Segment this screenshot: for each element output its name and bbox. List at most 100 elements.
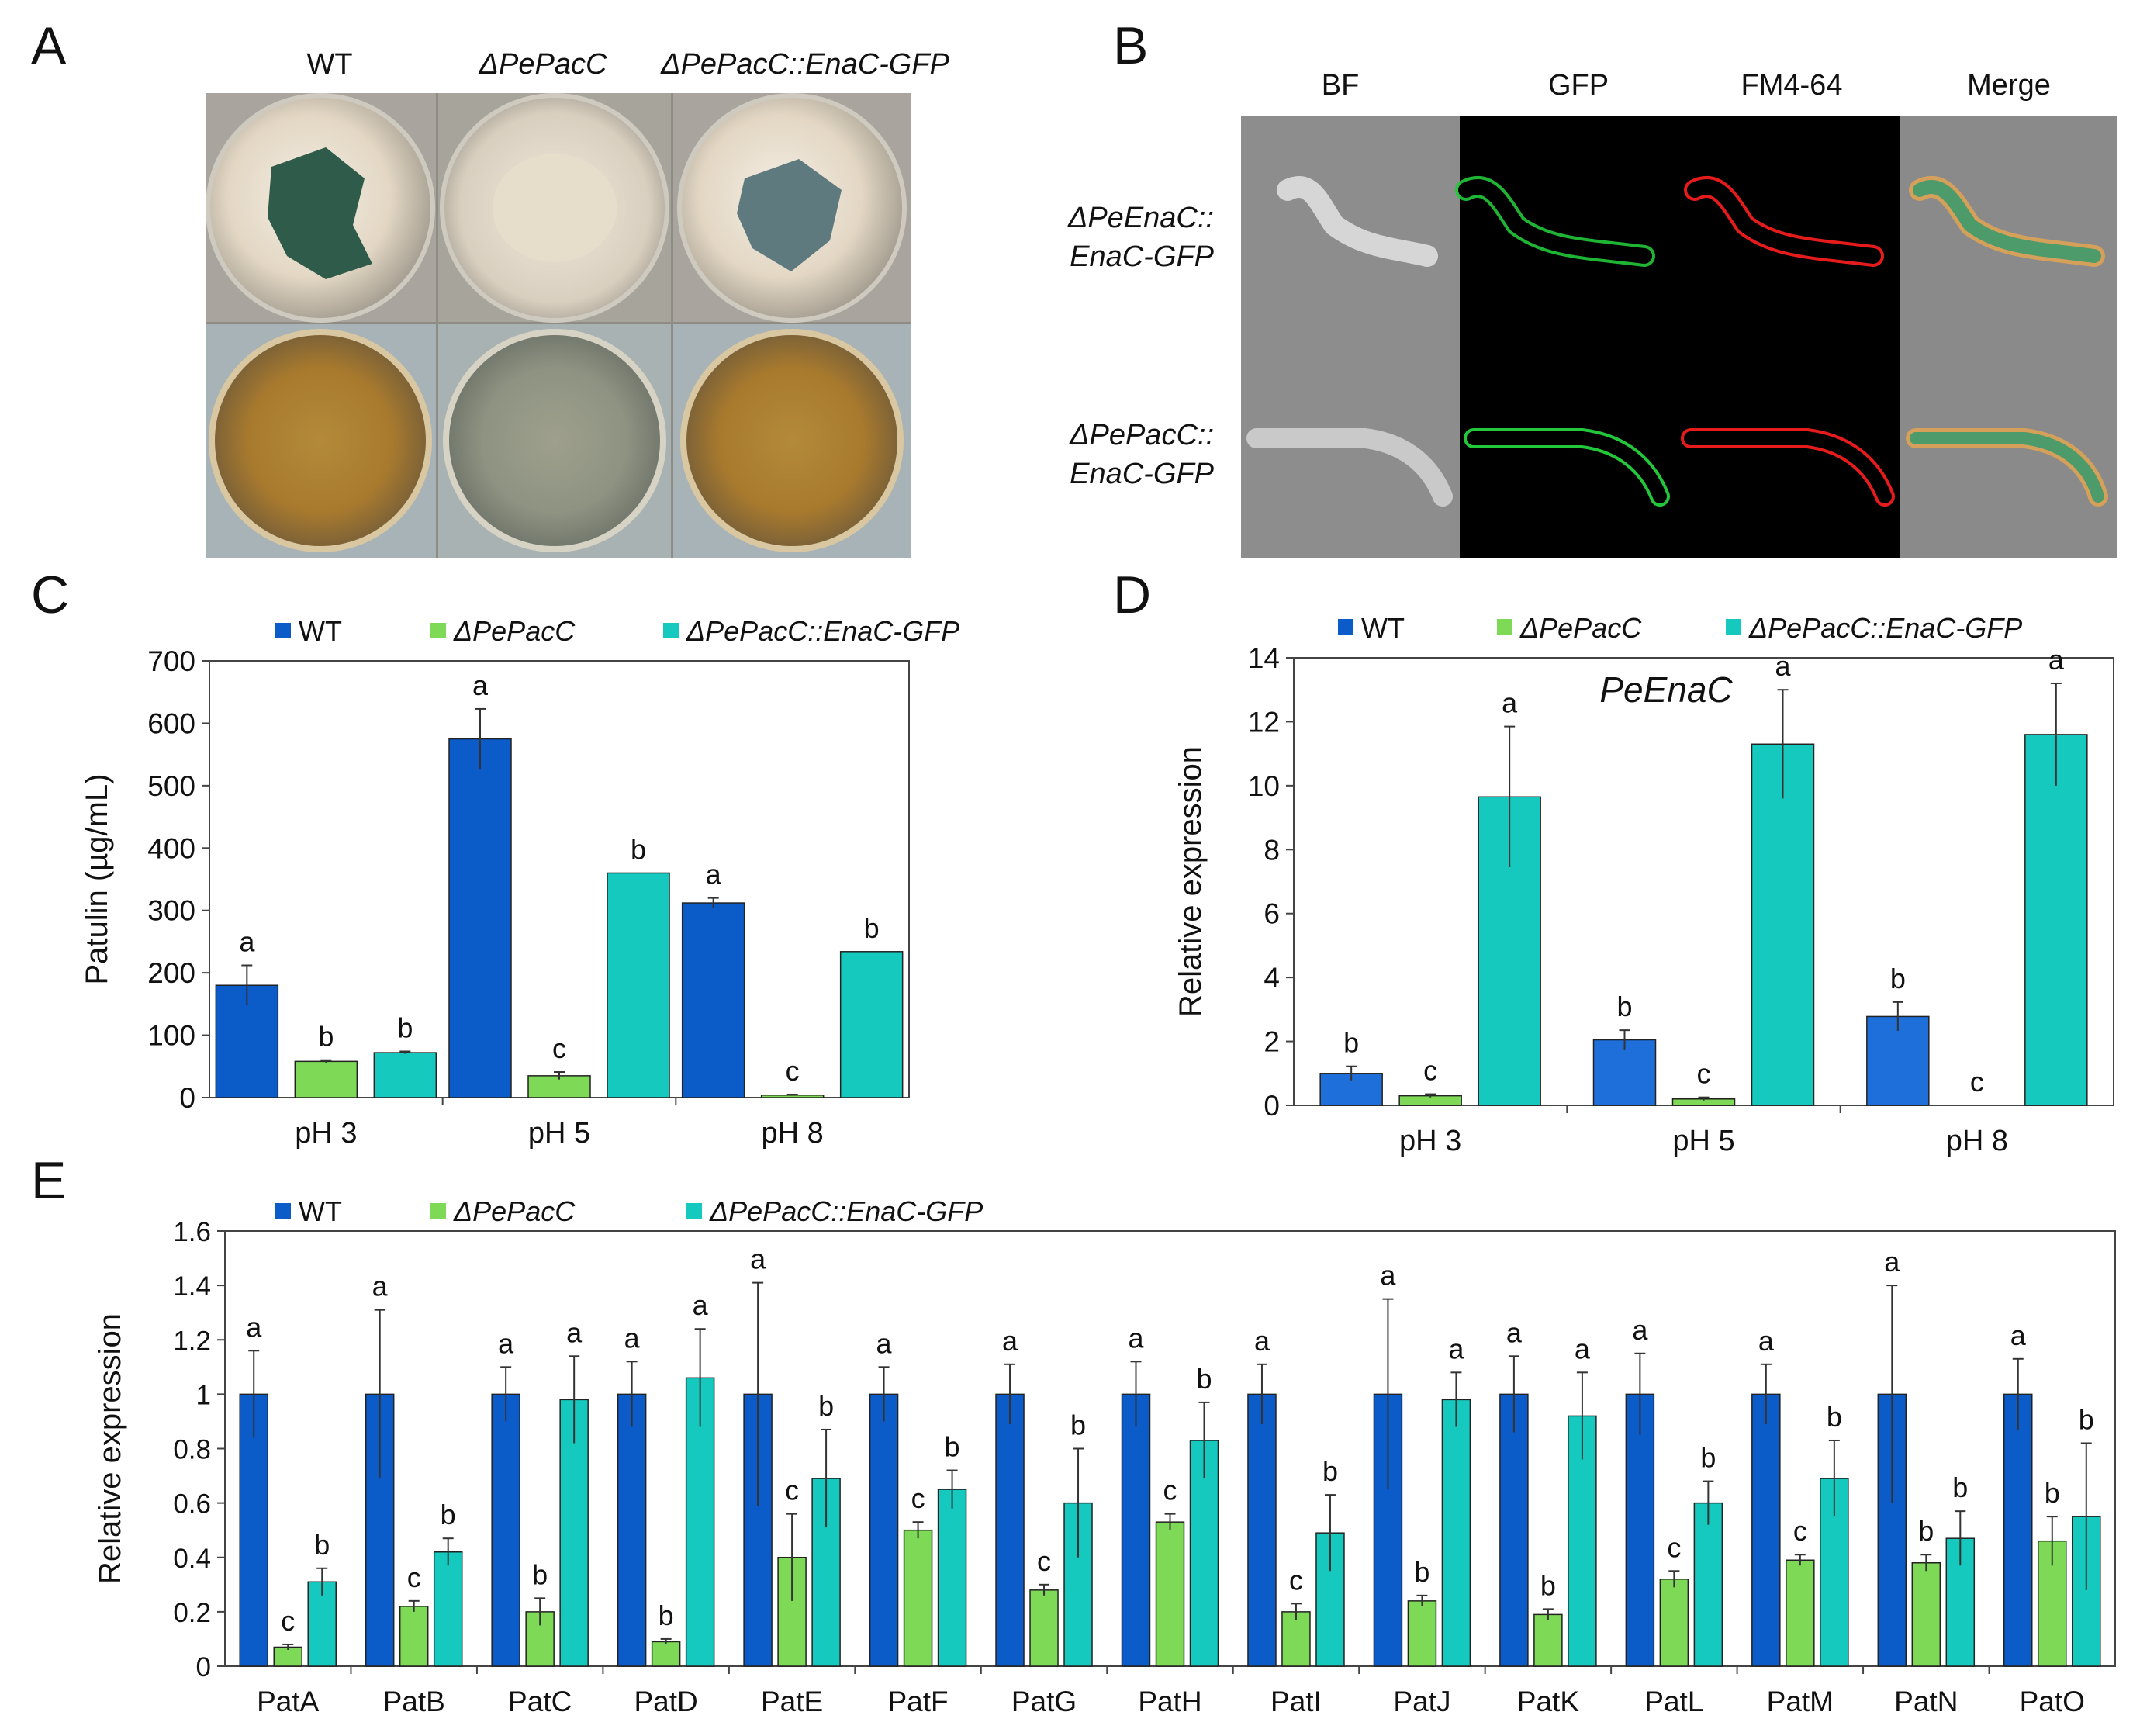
chart-c-patulin: 0 100 200 300 400 500 600 700 Patulin (µg/mL) pH …: [80, 645, 910, 1150]
chart-e-significance-letter: c: [911, 1482, 925, 1514]
chart-e-significance-letter: c: [1037, 1545, 1051, 1577]
chart-d-significance-letter: b: [1343, 1027, 1359, 1059]
micrograph-bf: [1241, 116, 1460, 558]
chart-e-ytick-label: 1: [196, 1380, 211, 1410]
legend-e-swatch-wt: [275, 1203, 291, 1219]
chart-e-significance-letter: c: [1667, 1531, 1681, 1563]
chart-c-significance-letter: b: [318, 1021, 334, 1053]
legend-c: WT ΔPePacC ΔPePacC::EnaC-GFP: [275, 615, 959, 647]
chart-e-significance-letter: a: [693, 1289, 709, 1321]
chart-e-category-label: PatD: [634, 1686, 698, 1717]
panel-a-col-wt: WT: [306, 48, 352, 81]
chart-e-bar: [1911, 1562, 1941, 1667]
chart-e-ytick-label: 1.2: [173, 1326, 211, 1356]
chart-d-significance-letter: c: [1423, 1055, 1437, 1087]
panel-a-label: A: [31, 16, 67, 75]
chart-c-bar: [373, 1052, 437, 1098]
chart-e-category-label: PatF: [887, 1686, 948, 1717]
chart-c-significance-letter: b: [631, 833, 646, 865]
legend-e: WT ΔPePacC ΔPePacC::EnaC-GFP: [275, 1195, 983, 1227]
chart-e-bar: [1499, 1393, 1529, 1667]
chart-d-significance-letter: a: [1775, 650, 1791, 682]
chart-c-ytick-label: 0: [179, 1082, 195, 1114]
chart-e-significance-letter: c: [1289, 1564, 1303, 1596]
legend-d-swatch-comp: [1726, 619, 1741, 635]
legend-e-swatch-ko: [430, 1203, 446, 1219]
chart-e-bar: [1121, 1393, 1151, 1667]
micrograph-gfp: [1460, 116, 1900, 558]
chart-d-ytick-label: 8: [1264, 834, 1280, 866]
colony-sporulation-comp: [737, 159, 842, 271]
chart-e-significance-letter: b: [1540, 1569, 1556, 1601]
panel-b-row1-line2: EnaC-GFP: [1070, 240, 1214, 273]
chart-c-significance-letter: b: [864, 912, 880, 944]
chart-d-category-label: pH 5: [1672, 1125, 1734, 1157]
chart-e-significance-letter: a: [1758, 1325, 1775, 1357]
chart-e-ytick-label: 0.4: [173, 1544, 211, 1574]
legend-e-swatch-comp: [686, 1203, 702, 1219]
chart-e-significance-letter: b: [818, 1390, 834, 1422]
panel-e-label: E: [31, 1151, 66, 1210]
chart-c-ylabel: Patulin (µg/mL): [80, 773, 114, 984]
chart-e-significance-letter: c: [1163, 1475, 1177, 1506]
chart-d-ylabel: Relative expression: [1174, 746, 1208, 1017]
chart-e-significance-letter: b: [1700, 1442, 1716, 1474]
chart-e-significance-letter: b: [2045, 1477, 2060, 1509]
chart-e-significance-letter: a: [1632, 1314, 1648, 1346]
chart-e-significance-letter: b: [1070, 1409, 1086, 1441]
legend-c-ko: ΔPePacC: [453, 615, 576, 647]
chart-e-significance-letter: b: [314, 1529, 330, 1561]
chart-c-ytick-label: 700: [147, 645, 195, 677]
chart-e-pat-genes: 0 0.2 0.4 0.6 0.8 1 1.2 1.4 1.6 Relative expressi…: [93, 1217, 2116, 1717]
chart-e-category-label: PatK: [1517, 1686, 1580, 1717]
colony-sporulation-wt: [268, 147, 372, 279]
chart-c-significance-letter: c: [786, 1055, 800, 1087]
chart-e-bar: [1407, 1600, 1437, 1667]
chart-d-ytick-label: 6: [1264, 898, 1280, 930]
chart-c-ytick-label: 500: [147, 770, 195, 802]
chart-d-bar: [1592, 1039, 1657, 1106]
chart-e-bar: [869, 1393, 899, 1667]
panel-c-label: C: [31, 565, 69, 624]
chart-e-bar: [1786, 1559, 1815, 1667]
chart-e-bar: [651, 1641, 681, 1667]
legend-d-ko: ΔPePacC: [1519, 612, 1642, 644]
chart-c-ytick-label: 400: [147, 832, 195, 864]
chart-e-bar: [937, 1489, 967, 1667]
legend-d-wt: WT: [1361, 612, 1405, 644]
chart-e-significance-letter: b: [659, 1599, 674, 1631]
chart-e-significance-letter: b: [1918, 1515, 1934, 1547]
chart-e-significance-letter: b: [441, 1499, 456, 1530]
chart-c-category-label: pH 3: [295, 1117, 357, 1150]
legend-d-comp: ΔPePacC::EnaC-GFP: [1748, 612, 2022, 644]
chart-e-category-label: PatI: [1270, 1686, 1322, 1717]
panel-b-row2-line2: EnaC-GFP: [1070, 458, 1214, 490]
panel-b-row2-line1: ΔPePacC::: [1069, 419, 1214, 451]
chart-e-bar: [273, 1646, 302, 1667]
chart-e-significance-letter: a: [1380, 1260, 1396, 1292]
chart-e-bar: [617, 1393, 647, 1667]
chart-e-category-label: PatG: [1011, 1686, 1077, 1717]
chart-e-significance-letter: a: [1884, 1246, 1900, 1278]
chart-e-bar: [559, 1399, 589, 1667]
chart-e-bar: [1659, 1579, 1689, 1667]
chart-e-category-label: PatJ: [1393, 1686, 1450, 1717]
chart-e-significance-letter: b: [532, 1558, 548, 1590]
chart-d-significance-letter: b: [1616, 991, 1632, 1022]
chart-e-significance-letter: b: [1952, 1471, 1968, 1503]
chart-c-bar: [839, 951, 904, 1098]
chart-c-bar: [448, 738, 512, 1098]
chart-e-bar: [1568, 1415, 1597, 1667]
chart-e-significance-letter: c: [1793, 1515, 1807, 1547]
chart-c-significance-letter: a: [239, 925, 255, 957]
panel-b-col-fm: FM4-64: [1741, 69, 1843, 102]
chart-e-bar: [903, 1529, 933, 1667]
chart-e-bar: [239, 1393, 268, 1667]
legend-e-comp: ΔPePacC::EnaC-GFP: [709, 1195, 983, 1227]
chart-e-category-label: PatO: [2020, 1686, 2085, 1717]
chart-d-peenac: 0 2 4 6 8 10 12 14 Relative expression PeEnaC pH 3…: [1174, 642, 2114, 1157]
chart-d-plot-frame: [1293, 657, 2114, 1106]
chart-e-bar: [399, 1606, 429, 1667]
panel-b-col-merge: Merge: [1967, 69, 2051, 102]
